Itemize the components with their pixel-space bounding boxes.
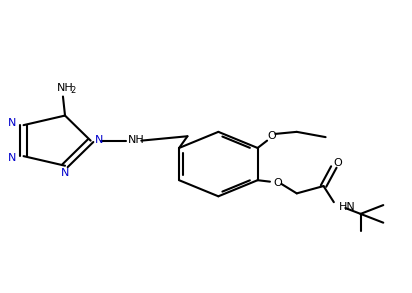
Text: O: O <box>334 159 342 168</box>
Text: O: O <box>268 131 276 141</box>
Text: N: N <box>95 135 103 145</box>
Text: O: O <box>273 178 282 188</box>
Text: N: N <box>61 168 69 178</box>
Text: NH: NH <box>128 135 145 145</box>
Text: 2: 2 <box>70 86 75 95</box>
Text: NH: NH <box>56 83 73 93</box>
Text: N: N <box>8 153 16 163</box>
Text: HN: HN <box>339 202 356 212</box>
Text: N: N <box>8 118 16 128</box>
